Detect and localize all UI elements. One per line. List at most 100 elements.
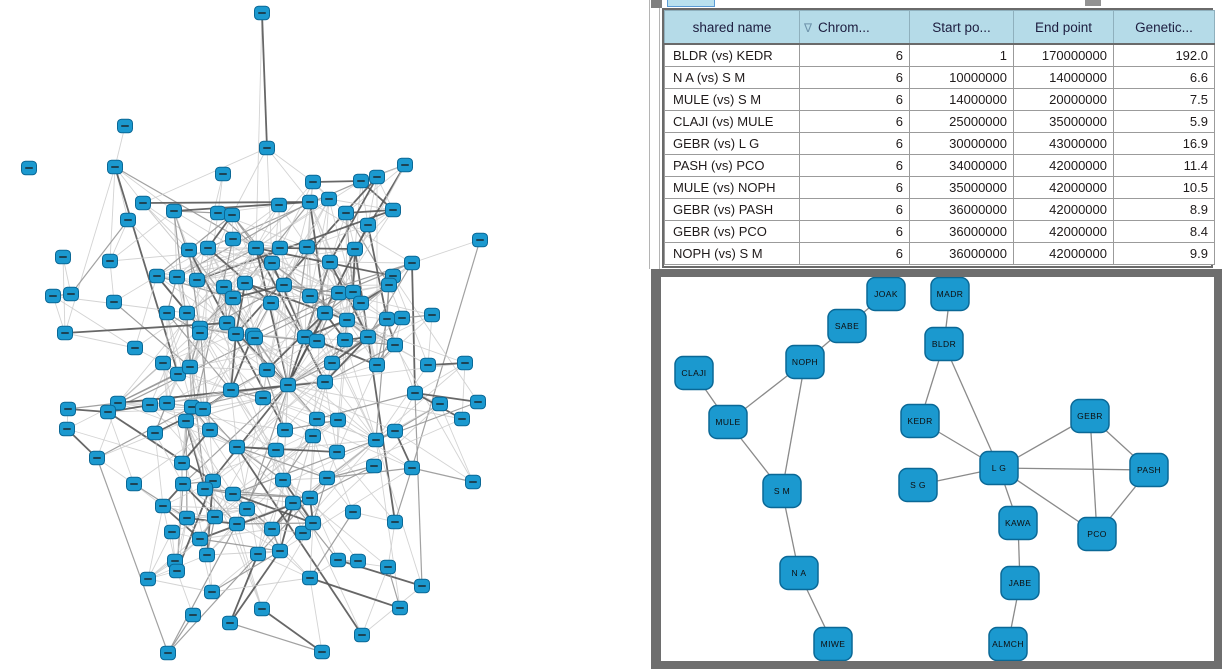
node-shape[interactable] [930, 277, 970, 312]
network-node[interactable] [264, 521, 280, 537]
network-node[interactable] [305, 428, 321, 444]
network-node[interactable] [159, 305, 175, 321]
cell-shared-name[interactable]: MULE (vs) S M [664, 88, 800, 111]
subnetwork-node-lg[interactable]: L G [979, 450, 1019, 486]
node-shape[interactable] [785, 344, 825, 380]
network-node[interactable] [175, 476, 191, 492]
network-node[interactable] [185, 607, 201, 623]
subnetwork-node-mule[interactable]: MULE [708, 404, 748, 440]
subnetwork-node-pco[interactable]: PCO [1077, 516, 1117, 552]
cell-value[interactable]: 6 [799, 154, 910, 177]
cell-value[interactable]: 42000000 [1013, 220, 1114, 243]
network-node[interactable] [254, 5, 270, 21]
network-node[interactable] [368, 432, 384, 448]
network-node[interactable] [324, 355, 340, 371]
cell-value[interactable]: 16.9 [1113, 132, 1215, 155]
network-node[interactable] [299, 239, 315, 255]
network-node[interactable] [345, 284, 361, 300]
network-node[interactable] [155, 355, 171, 371]
cell-value[interactable]: 6 [799, 220, 910, 243]
subnetwork-node-sm[interactable]: S M [762, 473, 802, 509]
network-node[interactable] [57, 325, 73, 341]
network-node[interactable] [210, 205, 226, 221]
network-node[interactable] [207, 509, 223, 525]
network-node[interactable] [228, 326, 244, 342]
table-row[interactable]: GEBR (vs) PCO 6 36000000 42000000 8.4 [664, 220, 1215, 243]
network-node[interactable] [305, 174, 321, 190]
network-node[interactable] [229, 439, 245, 455]
network-node[interactable] [330, 412, 346, 428]
subnetwork-node-miwe[interactable]: MIWE [813, 626, 853, 661]
node-shape[interactable] [827, 308, 867, 344]
network-node[interactable] [280, 377, 296, 393]
network-node[interactable] [309, 333, 325, 349]
network-node[interactable] [385, 202, 401, 218]
network-node[interactable] [197, 481, 213, 497]
network-node[interactable] [174, 455, 190, 471]
cell-shared-name[interactable]: MULE (vs) NOPH [664, 176, 800, 199]
node-shape[interactable] [866, 277, 906, 312]
network-node[interactable] [264, 255, 280, 271]
network-node[interactable] [387, 337, 403, 353]
network-node[interactable] [192, 325, 208, 341]
panel-tab-fragment[interactable] [667, 0, 715, 7]
column-header-startpo[interactable]: Start po... [909, 10, 1014, 45]
network-node[interactable] [302, 194, 318, 210]
network-node[interactable] [366, 458, 382, 474]
cell-value[interactable]: 6 [799, 66, 910, 89]
network-node[interactable] [322, 254, 338, 270]
network-node[interactable] [407, 385, 423, 401]
column-header-sharedname[interactable]: shared name [664, 10, 800, 45]
network-node[interactable] [302, 570, 318, 586]
network-node[interactable] [106, 294, 122, 310]
network-node[interactable] [360, 217, 376, 233]
cell-value[interactable]: 36000000 [909, 220, 1014, 243]
network-node[interactable] [248, 240, 264, 256]
network-node[interactable] [100, 404, 116, 420]
network-node[interactable] [339, 312, 355, 328]
table-row[interactable]: BLDR (vs) KEDR 6 1 170000000 192.0 [664, 43, 1215, 67]
node-shape[interactable] [924, 326, 964, 362]
table-row[interactable]: GEBR (vs) PASH 6 36000000 42000000 8.9 [664, 198, 1215, 221]
network-node[interactable] [225, 486, 241, 502]
network-node[interactable] [135, 195, 151, 211]
cell-value[interactable]: 34000000 [909, 154, 1014, 177]
network-node[interactable] [472, 232, 488, 248]
network-node[interactable] [305, 515, 321, 531]
network-node[interactable] [126, 476, 142, 492]
network-node[interactable] [147, 425, 163, 441]
network-node[interactable] [223, 382, 239, 398]
cell-value[interactable]: 6 [799, 176, 910, 199]
network-node[interactable] [222, 615, 238, 631]
network-node[interactable] [107, 159, 123, 175]
column-header-chrom[interactable]: ∇ Chrom... [799, 10, 910, 45]
network-node[interactable] [331, 285, 347, 301]
network-node[interactable] [225, 231, 241, 247]
subnetwork-node-bldr[interactable]: BLDR [924, 326, 964, 362]
network-node[interactable] [387, 423, 403, 439]
network-node[interactable] [360, 329, 376, 345]
cell-value[interactable]: 35000000 [1013, 110, 1114, 133]
network-node[interactable] [424, 307, 440, 323]
cell-value[interactable]: 8.9 [1113, 198, 1215, 221]
network-node[interactable] [319, 470, 335, 486]
subnetwork-node-na[interactable]: N A [779, 555, 819, 591]
network-node[interactable] [277, 422, 293, 438]
network-node[interactable] [309, 411, 325, 427]
node-shape[interactable] [898, 467, 938, 503]
cell-value[interactable]: 8.4 [1113, 220, 1215, 243]
network-node[interactable] [354, 627, 370, 643]
network-node[interactable] [275, 472, 291, 488]
cell-value[interactable]: 11.4 [1113, 154, 1215, 177]
cell-value[interactable]: 42000000 [1013, 242, 1114, 265]
cell-shared-name[interactable]: GEBR (vs) PCO [664, 220, 800, 243]
cell-shared-name[interactable]: GEBR (vs) L G [664, 132, 800, 155]
cell-value[interactable]: 10000000 [909, 66, 1014, 89]
subnetwork-node-joak[interactable]: JOAK [866, 277, 906, 312]
network-node[interactable] [404, 255, 420, 271]
network-node[interactable] [259, 362, 275, 378]
table-row[interactable]: N A (vs) S M 6 10000000 14000000 6.6 [664, 66, 1215, 89]
network-node[interactable] [164, 524, 180, 540]
node-shape[interactable] [998, 505, 1038, 541]
node-shape[interactable] [1129, 452, 1169, 488]
